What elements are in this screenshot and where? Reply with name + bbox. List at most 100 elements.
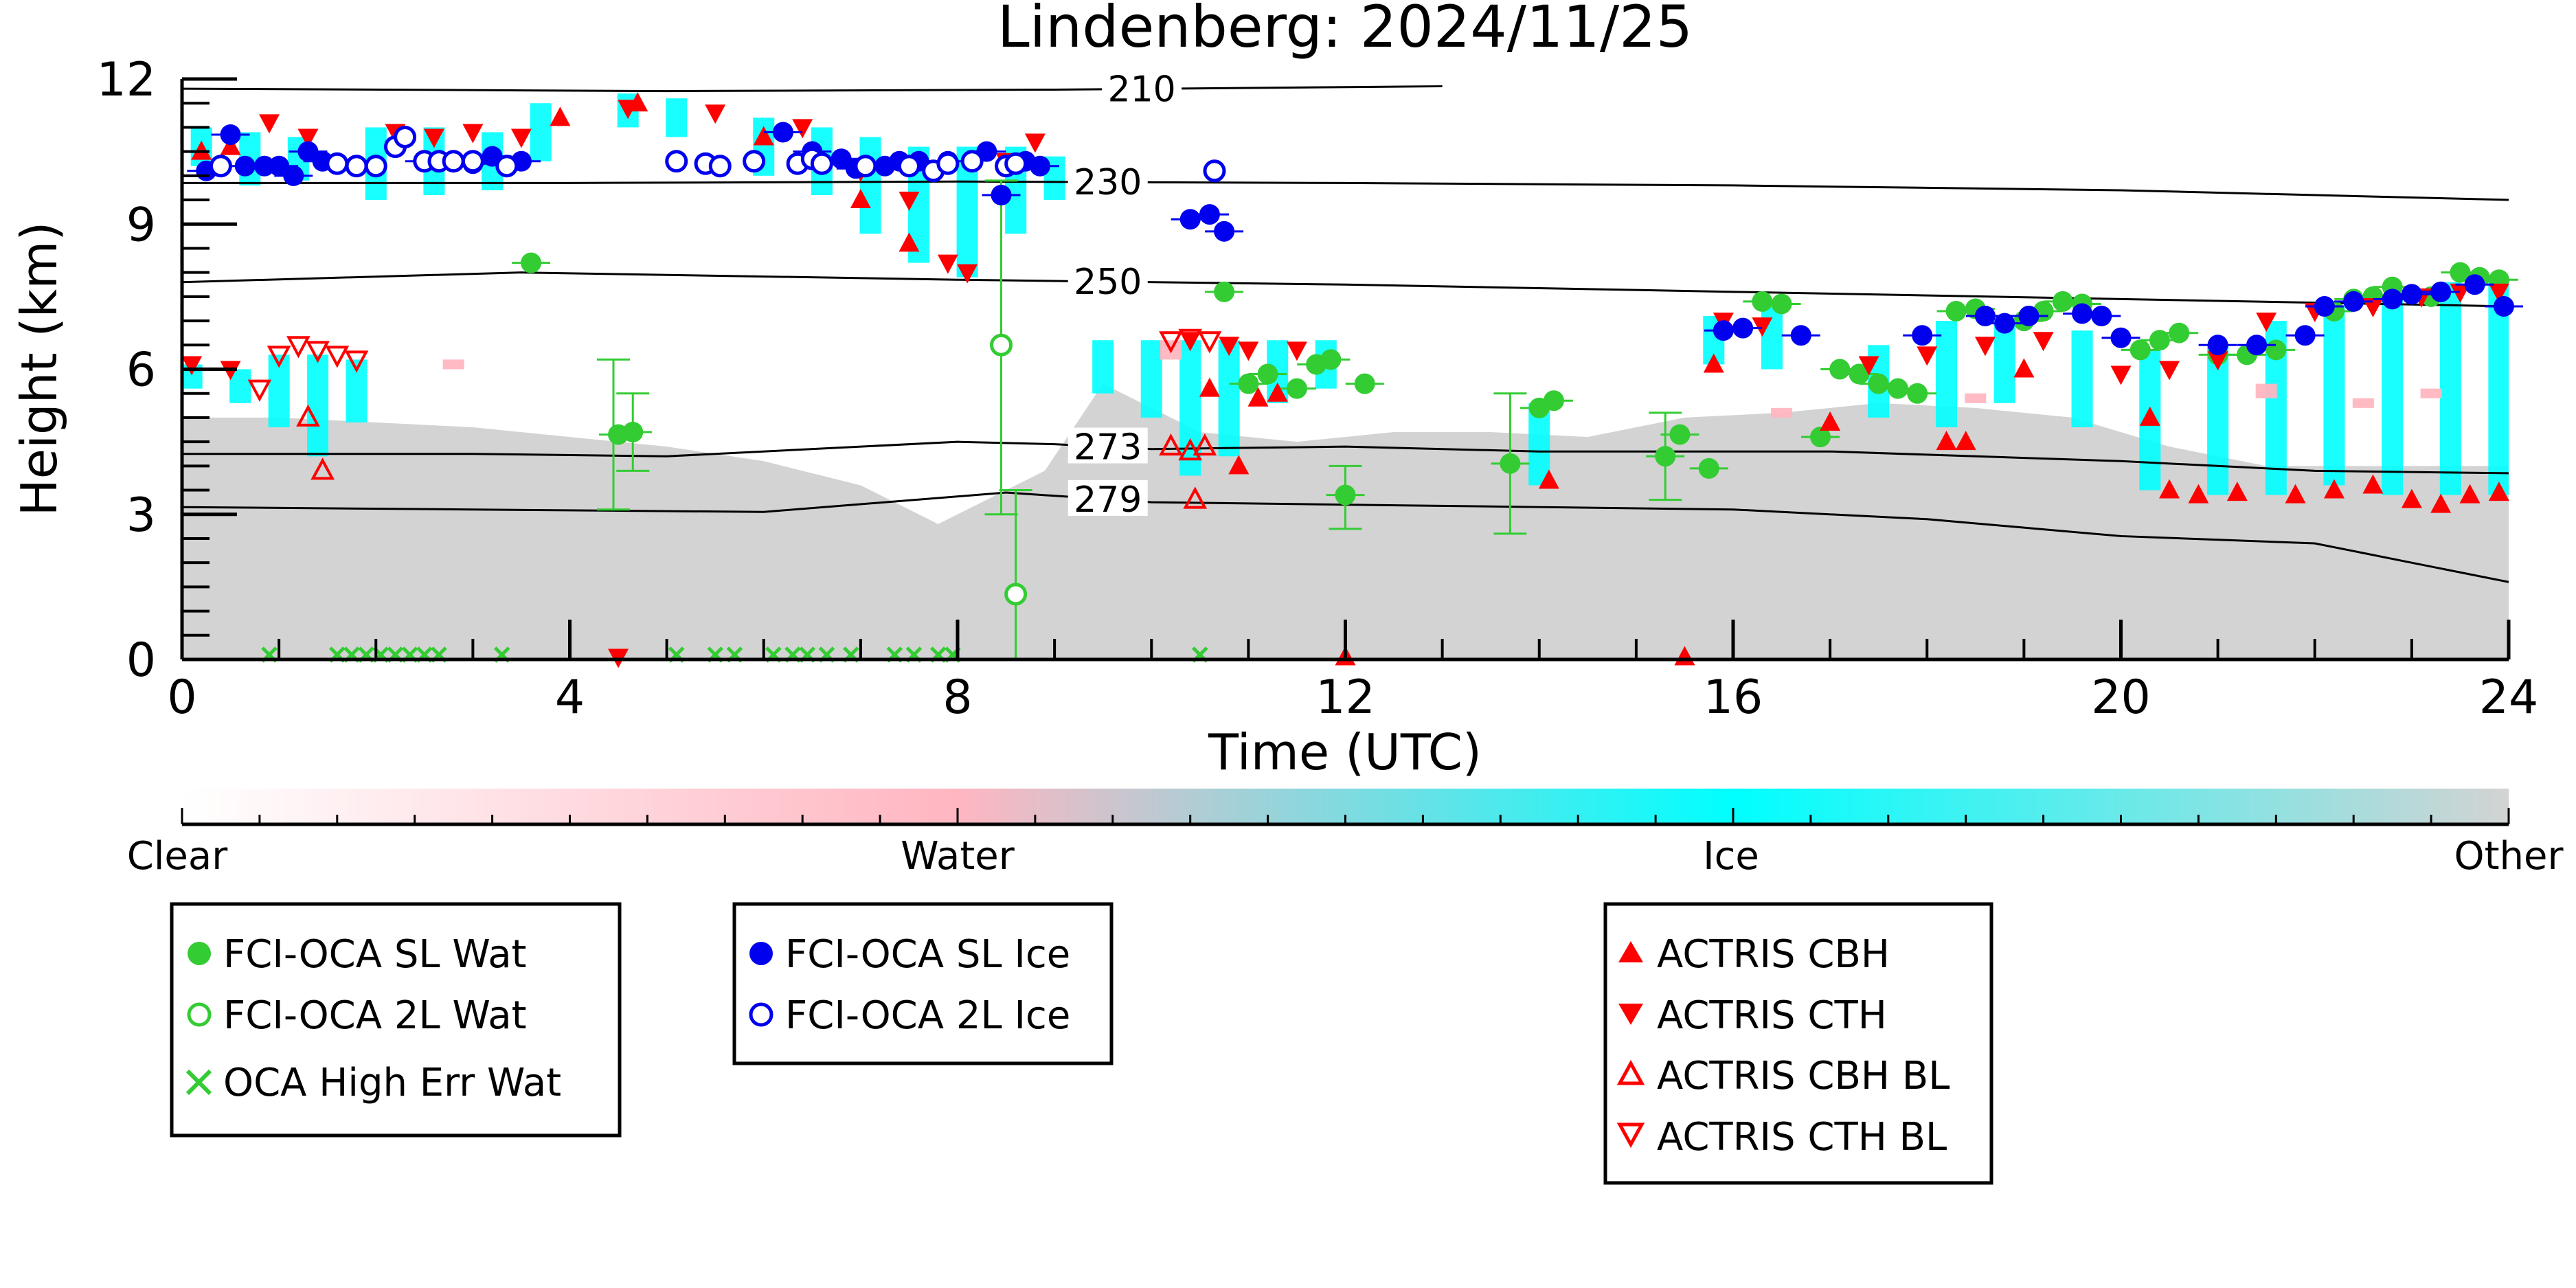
data-point <box>618 100 639 120</box>
data-point <box>2362 474 2384 494</box>
isotherm-label: 279 <box>1074 479 1142 521</box>
legend-label-2l-wat: FCI-OCA 2L Wat <box>223 993 527 1038</box>
x-tick-label: 4 <box>555 670 585 725</box>
data-point <box>2488 482 2509 501</box>
curtain-ice-segment <box>2382 296 2404 495</box>
data-point <box>462 124 484 144</box>
x-axis-label: Time (UTC) <box>1208 723 1482 781</box>
curtain-water-segment <box>2255 383 2277 398</box>
data-point <box>1193 433 1217 456</box>
isotherm-label-bg <box>1067 262 1148 298</box>
y-tick-label: 0 <box>126 633 156 688</box>
curtain-ice-segment <box>666 98 688 137</box>
data-point <box>325 346 350 368</box>
data-point <box>899 232 920 252</box>
data-point <box>957 264 978 284</box>
legend-marker-cth-bl <box>1616 1122 1645 1149</box>
colorbar-label-clear: Clear <box>127 834 228 879</box>
data-point <box>247 379 272 402</box>
data-point <box>209 155 232 178</box>
legend-label-sl-wat: FCI-OCA SL Wat <box>223 932 527 977</box>
data-point <box>2488 283 2509 303</box>
y-axis-label: Height (km) <box>10 222 68 517</box>
data-point <box>1178 438 1203 461</box>
isotherm-line <box>182 271 2509 308</box>
data-point <box>1703 353 1724 373</box>
legend-water-frame <box>170 902 622 1138</box>
isotherm-line <box>182 180 2509 201</box>
data-point <box>1183 486 1208 509</box>
data-point <box>423 128 444 148</box>
data-point <box>1752 317 1773 337</box>
curtain-water-segment <box>1965 393 1987 403</box>
colorbar-label-other: Other <box>2454 834 2564 879</box>
isotherm-label-bg <box>1067 479 1148 516</box>
data-point <box>306 341 330 363</box>
data-point <box>705 104 726 124</box>
data-markers: 210 230 250 273 279 <box>181 69 2523 668</box>
y-axis-ticks: 0 3 6 9 12 <box>96 53 237 688</box>
data-point <box>2159 361 2180 381</box>
isotherm-label: 273 <box>1074 427 1142 468</box>
legend-label-cth: ACTRIS CTH <box>1657 993 1887 1038</box>
legend-water: FCI-OCA SL Wat FCI-OCA 2L Wat OCA High E… <box>170 902 622 1138</box>
data-point <box>2459 484 2481 504</box>
isotherm-line <box>182 85 1443 93</box>
data-point <box>1538 469 1559 489</box>
data-point <box>2401 488 2422 508</box>
curtain-ice-segment <box>1761 306 1783 370</box>
curtain-ice-segment <box>1935 321 1957 427</box>
curtain-ice-segment <box>1218 340 1240 457</box>
data-point <box>495 155 519 178</box>
data-point <box>1267 382 1288 402</box>
data-point <box>1936 431 1957 451</box>
data-point <box>442 150 465 173</box>
data-point <box>1238 341 1259 361</box>
data-point <box>181 356 203 376</box>
curtain-water-segment <box>2420 388 2442 398</box>
data-point <box>267 346 291 368</box>
isotherm-label-bg <box>1067 427 1148 464</box>
data-point <box>2256 313 2277 332</box>
data-point <box>2285 484 2306 504</box>
data-point <box>2033 332 2054 352</box>
y-tick-label: 6 <box>126 343 156 398</box>
data-point <box>1955 431 1976 451</box>
isotherm-lines <box>182 85 2509 583</box>
data-point <box>2188 484 2209 504</box>
legend-ice-frame <box>732 902 1114 1065</box>
chart-title: Lindenberg: 2024/11/25 <box>997 0 1693 60</box>
curtain-ice-segment <box>2439 282 2461 495</box>
legend-label-sl-ice: FCI-OCA SL Ice <box>785 932 1070 977</box>
legend-marker-2l-wat <box>187 1002 212 1027</box>
isotherm-label: 230 <box>1074 162 1142 203</box>
legend-label-cbh: ACTRIS CBH <box>1657 932 1890 977</box>
data-point <box>2226 482 2248 501</box>
data-point <box>394 126 417 148</box>
data-point <box>936 152 960 175</box>
colorbar: Clear Water Ice Other <box>127 789 2564 879</box>
data-point <box>1228 455 1250 475</box>
data-point <box>1858 356 1879 376</box>
data-point <box>1974 337 1996 357</box>
legend-marker-cbh <box>1618 941 1643 962</box>
data-point <box>1203 159 1226 183</box>
isotherm-line <box>182 440 2509 475</box>
data-point <box>297 128 319 148</box>
data-point <box>753 126 774 146</box>
curtain-ice-segment <box>1092 340 1114 394</box>
legend-label-cth-bl: ACTRIS CTH BL <box>1657 1115 1947 1160</box>
data-point <box>899 192 920 212</box>
curtain-water-segment <box>1771 407 1793 418</box>
data-point <box>461 150 484 173</box>
x-tick-label: 24 <box>2479 670 2539 725</box>
legend-marker-sl-ice <box>749 942 773 965</box>
x-axis-ticks: 0 4 8 12 16 20 24 <box>167 620 2538 725</box>
curtain-ice-segment <box>859 137 881 234</box>
curtain-water-segment <box>2352 398 2374 408</box>
data-point <box>1159 433 1183 456</box>
data-point <box>665 150 688 173</box>
data-point <box>1159 331 1183 354</box>
data-point <box>2323 479 2345 499</box>
